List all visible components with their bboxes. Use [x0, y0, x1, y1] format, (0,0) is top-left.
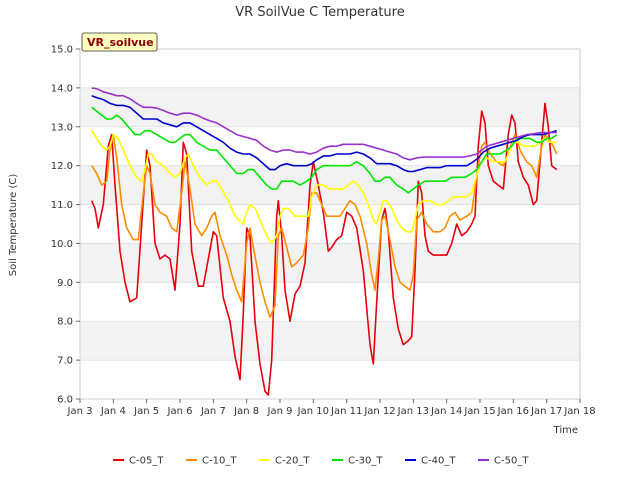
x-tick-label: Jan 9: [267, 406, 293, 417]
x-tick-label: Jan 3: [67, 406, 93, 417]
y-axis-title: Soil Temperature (C): [8, 174, 19, 277]
station-badge-box: [81, 32, 158, 52]
y-tick-label: 11.0: [51, 200, 73, 211]
y-tick-label: 7.0: [57, 356, 73, 367]
x-tick-label: Jan 14: [430, 406, 462, 417]
x-tick-label: Jan 7: [200, 406, 226, 417]
grid-band: [80, 321, 580, 361]
grid-band: [80, 360, 580, 399]
x-tick-label: Jan 13: [397, 406, 429, 417]
y-tick-label: 9.0: [57, 278, 73, 289]
grid-band: [80, 49, 580, 88]
station-badge-label: VR_soilvue: [87, 36, 154, 49]
x-tick-label: Jan 12: [363, 406, 395, 417]
grid-bands: [80, 49, 580, 399]
y-tick-label: 8.0: [57, 317, 73, 328]
legend-item: C-20_T: [259, 456, 310, 467]
legend-item: C-10_T: [186, 456, 237, 467]
grid-band: [80, 165, 580, 205]
y-tick-label: 15.0: [51, 45, 73, 56]
grid-band: [80, 87, 580, 127]
y-tick-label: 14.0: [51, 83, 73, 94]
series-lines: [90, 87, 558, 396]
series-line-c-10-t: [91, 133, 558, 319]
legend-label: C-40_T: [421, 456, 456, 467]
plot-frame: [79, 48, 581, 400]
x-tick-label: Jan 11: [330, 406, 362, 417]
y-tick-label: 6.0: [57, 395, 73, 406]
x-tick-label: Jan 10: [297, 406, 329, 417]
y-tick-label: 10.0: [51, 239, 73, 250]
legend-item: C-50_T: [478, 456, 529, 467]
y-tick-label: 13.0: [51, 122, 73, 133]
y-tick-label: 12.0: [51, 161, 73, 172]
grid-band: [80, 282, 580, 322]
series-line-c-05-t: [90, 102, 558, 396]
x-tick-label: Jan 5: [133, 406, 159, 417]
x-tick-label: Jan 17: [530, 406, 562, 417]
series-line-c-40-t: [91, 94, 557, 173]
grid-band: [80, 204, 580, 244]
legend-item: C-30_T: [332, 456, 383, 467]
chart-title: VR SoilVue C Temperature: [235, 5, 404, 20]
legend-label: C-05_T: [129, 456, 164, 467]
x-tick-label: Jan 6: [167, 406, 193, 417]
x-tick-label: Jan 15: [463, 406, 495, 417]
axis-ticks: Jan 3 Jan 4 Jan 5 Jan 6 Jan 7 Jan 8 Jan 9 Jan 1…: [51, 45, 596, 418]
legend-item: C-05_T: [113, 456, 164, 467]
x-tick-label: Jan 18: [563, 406, 595, 417]
series-line-c-50-t: [91, 87, 557, 161]
legend: C-05_T C-10_T C-20_T C-30_T C-40_T C-50_T: [113, 456, 529, 467]
x-tick-label: Jan 8: [233, 406, 259, 417]
legend-item: C-40_T: [405, 456, 456, 467]
x-axis-title: Time: [553, 425, 578, 436]
legend-label: C-50_T: [494, 456, 529, 467]
x-tick-label: Jan 4: [100, 406, 126, 417]
legend-label: C-10_T: [202, 456, 237, 467]
legend-label: C-20_T: [275, 456, 310, 467]
series-line-c-30-t: [91, 106, 558, 194]
station-badge: VR_soilvue: [81, 32, 158, 52]
series-line-c-20-t: [91, 130, 557, 245]
legend-label: C-30_T: [348, 456, 383, 467]
x-tick-label: Jan 16: [497, 406, 529, 417]
